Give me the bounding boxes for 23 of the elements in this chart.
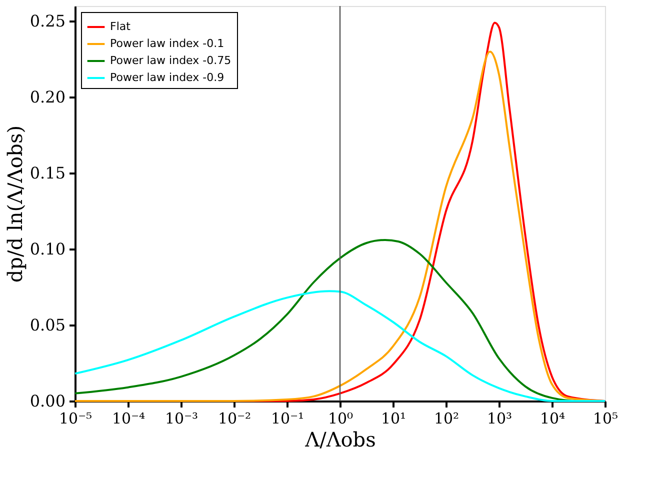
- legend-label: Flat: [110, 20, 132, 33]
- x-tick-label: 10⁻⁴: [112, 410, 146, 428]
- x-tick-label: 10²: [434, 410, 460, 428]
- x-axis-title: Λ/Λobs: [304, 428, 376, 452]
- y-tick-label: 0.25: [30, 12, 66, 31]
- y-tick-label: 0.20: [30, 88, 66, 107]
- x-tick-label: 10⁻²: [218, 410, 252, 428]
- x-tick-label: 10⁴: [540, 410, 566, 428]
- legend-label: Power law index -0.9: [110, 71, 224, 84]
- x-tick-label: 10¹: [380, 410, 406, 428]
- x-tick-label: 10⁻⁵: [58, 410, 92, 428]
- x-tick-label: 10⁰: [328, 410, 354, 428]
- x-tick-label: 10³: [486, 410, 512, 428]
- y-axis-title: dp/d ln(Λ/Λobs): [2, 125, 27, 283]
- y-tick-label: 0.15: [30, 164, 66, 183]
- y-tick-label: 0.10: [30, 240, 66, 259]
- legend-label: Power law index -0.1: [110, 37, 224, 50]
- x-tick-label: 10⁵: [592, 410, 618, 428]
- x-tick-label: 10⁻¹: [270, 410, 304, 428]
- y-tick-label: 0.05: [30, 316, 66, 335]
- x-tick-label: 10⁻³: [164, 410, 198, 428]
- legend-label: Power law index -0.75: [110, 54, 232, 67]
- y-tick-label: 0.00: [30, 392, 66, 410]
